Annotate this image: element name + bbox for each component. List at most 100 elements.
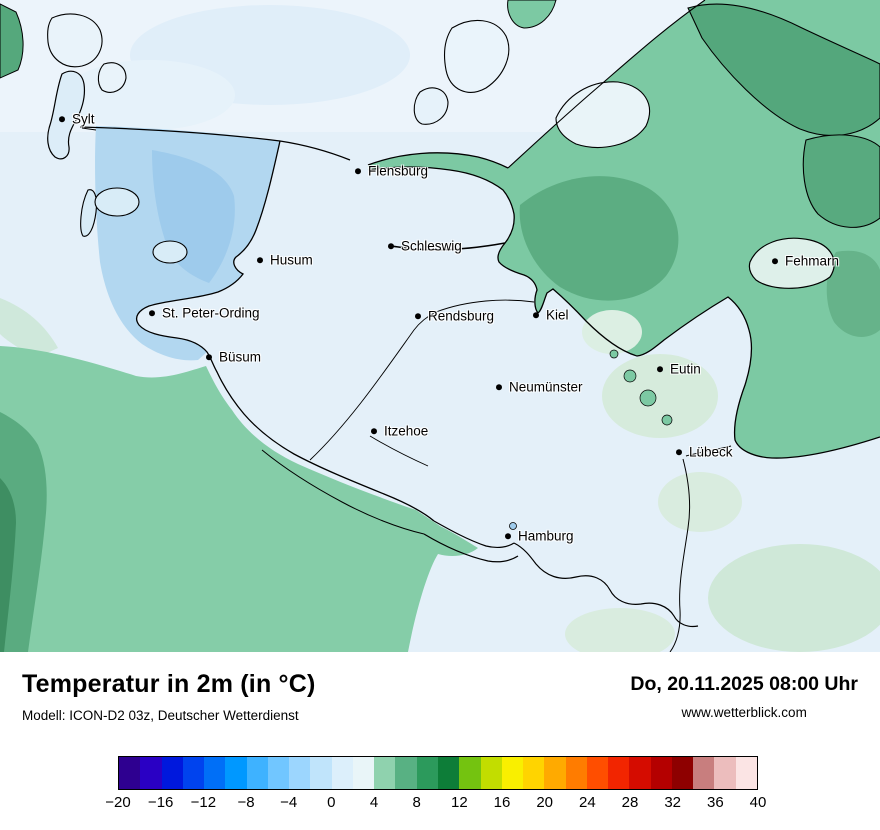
colorbar-segment [459, 757, 481, 789]
city-label: St. Peter-Ording [162, 305, 260, 321]
city-marker-rendsburg: Rendsburg [415, 309, 494, 323]
city-dot [149, 310, 155, 316]
city-label: Lübeck [689, 444, 733, 460]
colorbar-segment [714, 757, 736, 789]
colorbar-tick-label: 32 [664, 794, 681, 811]
colorbar-segment [204, 757, 226, 789]
colorbar-tick-label: −8 [237, 794, 255, 811]
colorbar-tick-label: 36 [706, 794, 724, 811]
city-marker-schleswig: Schleswig [388, 239, 462, 253]
map-title: Temperatur in 2m (in °C) [22, 670, 316, 698]
city-label: Husum [270, 252, 313, 268]
colorbar-segment [437, 757, 460, 789]
colorbar-tick-label: −4 [280, 794, 298, 811]
colorbar-segment [246, 757, 268, 789]
colorbar-segment [161, 757, 183, 789]
colorbar-tick-label: −16 [147, 794, 174, 811]
colorbar-segment [586, 757, 609, 789]
colorbar-segment [182, 757, 205, 789]
coastlines [79, 0, 880, 522]
colorbar-segment [374, 757, 396, 789]
city-label: Sylt [72, 111, 95, 127]
colorbar-segment [735, 757, 757, 789]
city-marker-husum: Husum [257, 253, 313, 267]
rivers [261, 242, 732, 652]
alster-lake [509, 522, 517, 530]
city-marker-lübeck: Lübeck [676, 445, 733, 459]
datetime-label: Do, 20.11.2025 08:00 Uhr [630, 673, 858, 695]
city-dot [388, 243, 394, 249]
city-marker-sylt: Sylt [59, 112, 95, 126]
colorbar-tick-label: 12 [450, 794, 468, 811]
colorbar-segment [310, 757, 332, 789]
colorbar-segment [140, 757, 162, 789]
city-label: Fehmarn [785, 253, 840, 269]
colorbar-segment [693, 757, 715, 789]
colorbar-segment [416, 757, 438, 789]
city-label: Itzehoe [384, 423, 429, 439]
colorbar-tick-label: 16 [493, 794, 511, 811]
temperature-map-graphic [0, 0, 880, 652]
city-dot [415, 313, 421, 319]
colorbar-segment [629, 757, 651, 789]
colorbar-tick-label: −20 [105, 794, 131, 811]
city-label: Neumünster [509, 379, 583, 395]
city-label: Eutin [670, 361, 701, 377]
colorbar-segment [267, 757, 290, 789]
sylt-island [47, 70, 86, 160]
city-dot [533, 312, 539, 318]
footer-left: Temperatur in 2m (in °C) Modell: ICON-D2… [22, 670, 316, 723]
colorbar-segment [501, 757, 524, 789]
city-label: Schleswig [401, 238, 462, 254]
colorbar-segment [608, 757, 630, 789]
model-info: Modell: ICON-D2 03z, Deutscher Wetterdie… [22, 708, 299, 723]
website-label: www.wetterblick.com [681, 705, 807, 720]
colorbar-segment [352, 757, 375, 789]
colorbar-tick-label: 20 [536, 794, 553, 811]
danish-island [687, 3, 880, 137]
city-label: Rendsburg [428, 308, 495, 324]
city-label: Flensburg [368, 163, 429, 179]
pellworm-island [152, 240, 188, 264]
city-label: Hamburg [518, 528, 574, 544]
colorbar-segment [480, 757, 502, 789]
city-dot [505, 533, 511, 539]
colorbar-segment [119, 757, 141, 789]
city-dot [355, 168, 361, 174]
city-dot [371, 428, 377, 434]
city-marker-st-peter-ording: St. Peter-Ording [149, 306, 260, 320]
colorbar-segment [650, 757, 672, 789]
footer: Temperatur in 2m (in °C) Modell: ICON-D2… [0, 652, 880, 830]
colorbar-tick-label: 8 [412, 794, 421, 811]
map-area: Sylt Flensburg Husum Schleswig St. Peter-Ord… [0, 0, 880, 652]
city-dot [772, 258, 778, 264]
city-marker-büsum: Büsum [206, 350, 261, 364]
city-marker-flensburg: Flensburg [355, 164, 428, 178]
city-label: Kiel [546, 307, 569, 323]
als-island [555, 81, 651, 148]
city-marker-hamburg: Hamburg [505, 529, 574, 543]
foehr-island [94, 187, 140, 217]
city-dot [496, 384, 502, 390]
colorbar-segment [671, 757, 694, 789]
city-dot [676, 449, 682, 455]
colorbar-segment [225, 757, 247, 789]
city-marker-fehmarn: Fehmarn [772, 254, 839, 268]
colorbar-segment [331, 757, 353, 789]
colorbar-tick-label: 0 [327, 794, 336, 811]
colorbar-labels: −20 −16 −12 −8 −4 0 4 8 12 16 20 24 28 32 36 40 [105, 794, 766, 814]
colorbar-segment [289, 757, 311, 789]
fehmarn-island [748, 237, 835, 289]
colorbar-segment [544, 757, 566, 789]
amrum-island [80, 189, 98, 237]
colorbar [118, 756, 758, 790]
colorbar-tick-label: −12 [190, 794, 217, 811]
colorbar-tick-label: 24 [578, 794, 596, 811]
city-marker-itzehoe: Itzehoe [371, 424, 428, 438]
city-dot [206, 354, 212, 360]
city-dot [59, 116, 65, 122]
colorbar-tick-label: 4 [369, 794, 379, 811]
city-dot [257, 257, 263, 263]
city-marker-neumünster: Neumünster [496, 380, 583, 394]
